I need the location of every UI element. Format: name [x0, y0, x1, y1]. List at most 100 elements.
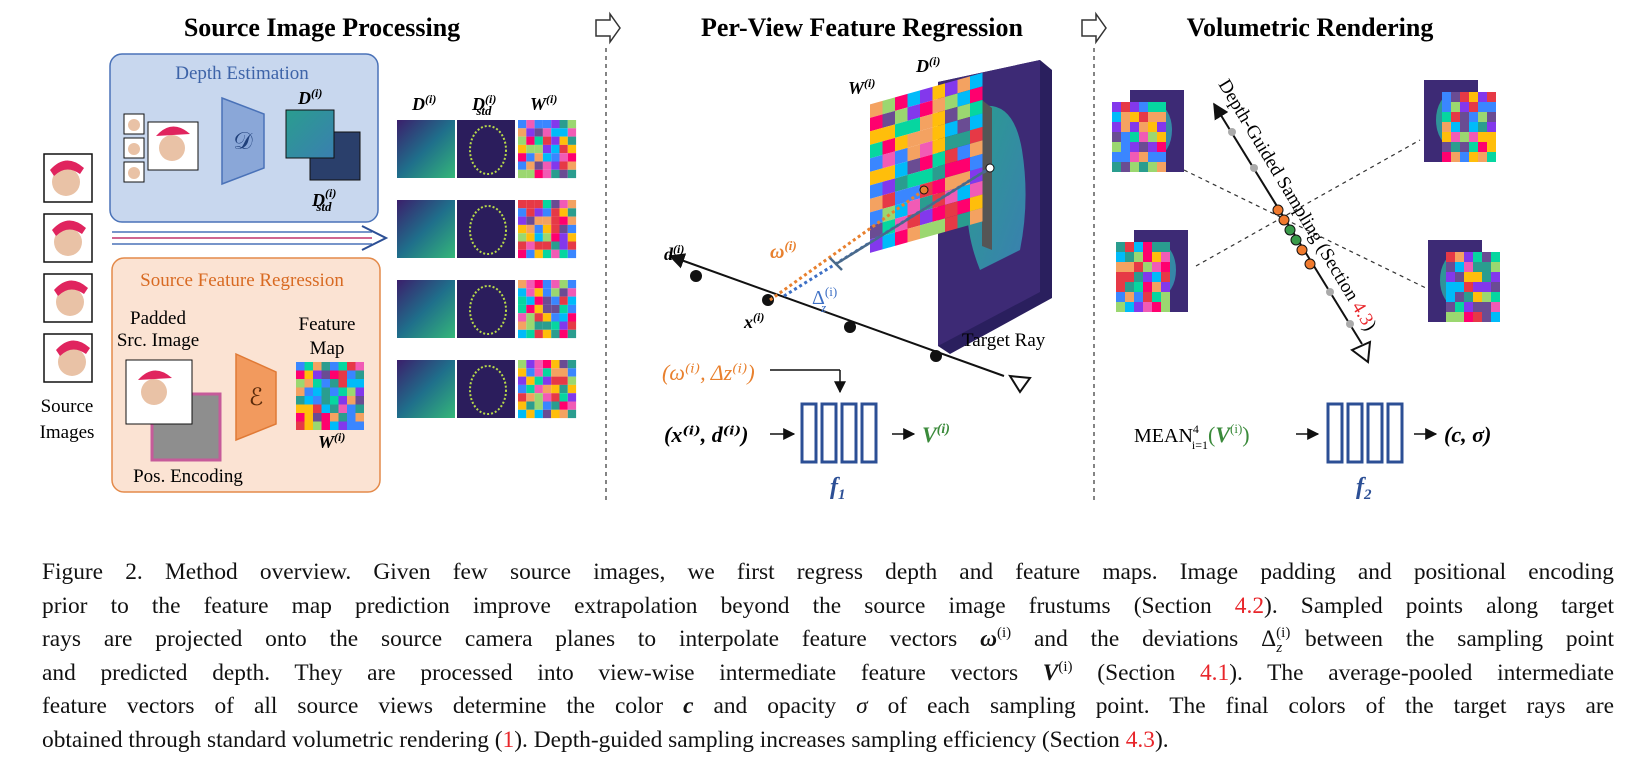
- feature-patch: [882, 110, 895, 128]
- feature-patch: [1139, 152, 1148, 162]
- feature-patch: [1482, 252, 1491, 262]
- feature-patch: [1473, 272, 1482, 282]
- feature-patch: [907, 117, 920, 135]
- feature-patch: [1121, 112, 1130, 122]
- feature-patch: [518, 161, 527, 170]
- feature-patch: [1460, 152, 1469, 162]
- feature-patch: [542, 360, 552, 369]
- feature-patch: [559, 384, 568, 394]
- feature-patch: [1112, 102, 1121, 112]
- feature-patch: [304, 370, 313, 379]
- pos-encoding-label: Pos. Encoding: [133, 466, 243, 487]
- feature-patch: [1134, 262, 1143, 272]
- section-ref-link[interactable]: 4.2: [1234, 592, 1265, 619]
- feature-patch: [338, 370, 347, 379]
- feature-patch: [313, 396, 322, 405]
- feature-patch: [920, 127, 933, 145]
- source-images-label: Source: [41, 396, 94, 417]
- feature-patch: [567, 368, 577, 377]
- feature-patch: [518, 169, 527, 179]
- feature-patch: [518, 321, 527, 330]
- feature-patch: [567, 393, 577, 402]
- method-overview-figure: Source Image Processing Source Images De…: [40, 11, 1500, 503]
- feature-patch: [330, 404, 339, 413]
- feature-patch: [542, 288, 552, 297]
- feature-patch: [1134, 242, 1143, 252]
- source-images-column: Source Images: [40, 153, 94, 443]
- feature-patch: [1487, 132, 1496, 142]
- feature-patch: [534, 393, 543, 402]
- feature-patch: [542, 224, 552, 234]
- feature-patch: [1152, 252, 1161, 262]
- depth-map: [397, 120, 455, 178]
- feature-patch: [321, 379, 330, 388]
- equation-ref-link[interactable]: 1: [502, 726, 515, 753]
- feature-patch: [338, 387, 347, 396]
- feature-patch: [296, 421, 305, 430]
- feature-patch: [518, 144, 527, 154]
- output-row: [397, 280, 577, 339]
- feature-patch: [567, 296, 577, 305]
- feature-patch: [567, 376, 577, 385]
- feature-patch: [534, 360, 543, 369]
- feature-patch: [304, 362, 313, 371]
- feature-patch: [313, 413, 322, 422]
- feature-patch: [945, 133, 958, 151]
- mlp-f1-label: f1: [830, 474, 846, 503]
- mlp-f2-label: f2: [1356, 474, 1372, 503]
- depth-guided-ray: Depth-Guided Sampling (Section 4.3): [1213, 76, 1381, 364]
- feature-patch: [534, 384, 543, 394]
- feature-patch: [895, 107, 908, 125]
- feature-patch: [1125, 282, 1134, 292]
- feature-patch: [1125, 302, 1134, 312]
- feature-patch: [1455, 252, 1464, 262]
- feature-patch: [526, 368, 535, 377]
- source-camera-plane: [1112, 90, 1184, 172]
- feature-patch: [1161, 272, 1170, 282]
- feature-patch: [920, 208, 933, 226]
- feature-patch: [1121, 102, 1130, 112]
- feature-patch: [338, 421, 347, 430]
- feature-patch: [551, 200, 560, 209]
- feature-patch: [567, 200, 577, 209]
- feature-patch: [534, 136, 543, 145]
- feature-patch: [1139, 102, 1148, 112]
- feature-patch: [1446, 262, 1455, 272]
- feature-patch: [1464, 312, 1473, 322]
- feature-patch: [1442, 92, 1451, 102]
- feature-patch: [551, 233, 560, 242]
- feature-patch: [551, 321, 560, 330]
- feature-patch: [1451, 102, 1460, 112]
- feature-patch: [945, 187, 958, 205]
- feature-patch: [1116, 272, 1125, 282]
- col-header-depth: D(i): [411, 92, 436, 114]
- feature-patch: [551, 360, 560, 369]
- section-ref-link[interactable]: 4.1: [1199, 659, 1230, 686]
- section-ref-link[interactable]: 4.3: [1125, 726, 1155, 753]
- feature-patch: [542, 368, 552, 377]
- feature-patch: [321, 413, 330, 422]
- feature-patch: [534, 313, 543, 322]
- feature-patch: [542, 233, 552, 242]
- feature-patch: [945, 120, 958, 138]
- feature-patch: [957, 197, 970, 215]
- feature-patch: [551, 329, 560, 339]
- feature-patch: [559, 120, 568, 129]
- feature-patch: [920, 100, 933, 118]
- feature-patch: [1473, 252, 1482, 262]
- feature-patch: [1469, 142, 1478, 152]
- feature-patch: [559, 288, 568, 297]
- feature-patch: [957, 211, 970, 229]
- feature-patch: [932, 123, 945, 141]
- feature-patch: [313, 387, 322, 396]
- feature-patch: [1121, 142, 1130, 152]
- feature-patch: [1157, 132, 1166, 142]
- feature-patch: [567, 321, 577, 330]
- feature-patch: [534, 169, 543, 179]
- feature-patch: [1157, 112, 1166, 122]
- feature-patch: [1157, 162, 1166, 172]
- feature-patch: [526, 321, 535, 330]
- feature-patch: [870, 114, 883, 132]
- caption-line: prior to the feature map prediction impr…: [42, 592, 1615, 619]
- feature-patch: [559, 233, 568, 242]
